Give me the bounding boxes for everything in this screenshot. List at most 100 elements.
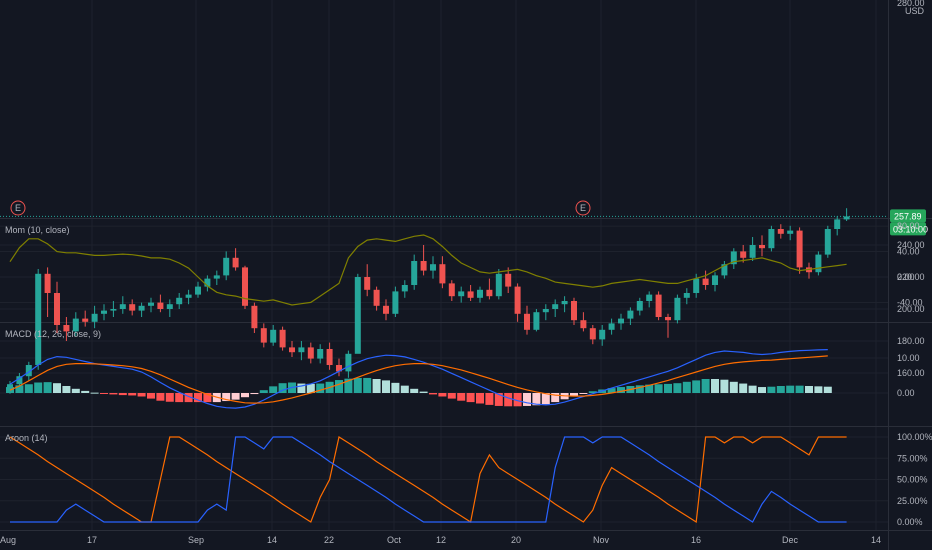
candle-body[interactable] [35, 273, 42, 365]
candle-body[interactable] [195, 286, 201, 295]
candle-body[interactable] [589, 328, 596, 340]
candle-body[interactable] [298, 347, 305, 353]
candle-body[interactable] [627, 310, 634, 319]
candle-body[interactable] [63, 325, 70, 332]
candle-body[interactable] [843, 216, 850, 220]
candle-body[interactable] [204, 278, 211, 287]
candle-body[interactable] [411, 261, 418, 285]
time-axis-label: Aug [0, 535, 16, 545]
candle-body[interactable] [599, 329, 606, 340]
candle-body[interactable] [796, 230, 803, 268]
candle-body[interactable] [636, 301, 643, 311]
candle-body[interactable] [82, 318, 89, 322]
candle-body[interactable] [110, 309, 117, 311]
candle-body[interactable] [392, 291, 399, 314]
candle-body[interactable] [683, 293, 690, 298]
candle-body[interactable] [439, 264, 446, 284]
candle-body[interactable] [148, 302, 154, 306]
candle-body[interactable] [232, 257, 239, 268]
candle-body[interactable] [815, 254, 822, 273]
candle-body[interactable] [223, 257, 230, 276]
candle-body[interactable] [138, 305, 145, 311]
candle-body[interactable] [655, 294, 662, 317]
candle-body[interactable] [702, 278, 709, 285]
candle-body[interactable] [561, 301, 568, 305]
candle-body[interactable] [740, 251, 747, 258]
candle-body[interactable] [345, 353, 352, 372]
candle-body[interactable] [72, 318, 79, 332]
candle-body[interactable] [542, 309, 549, 313]
candle-body[interactable] [242, 267, 248, 306]
candle-body[interactable] [383, 305, 389, 314]
candle-body[interactable] [834, 219, 841, 229]
earnings-marker[interactable] [10, 200, 26, 216]
candle-body[interactable] [336, 365, 342, 372]
candle-body[interactable] [354, 277, 361, 354]
candle-body[interactable] [777, 229, 784, 234]
candle-body[interactable] [824, 229, 831, 255]
candle-body[interactable] [44, 273, 51, 293]
candle-body[interactable] [260, 328, 267, 343]
macd-histogram-bar [62, 386, 71, 393]
candle-body[interactable] [618, 318, 624, 324]
candle-body[interactable] [495, 273, 502, 297]
candle-body[interactable] [270, 329, 277, 343]
candle-body[interactable] [185, 294, 192, 298]
candle-body[interactable] [524, 313, 530, 330]
candle-body[interactable] [759, 245, 765, 249]
candle-body[interactable] [326, 349, 333, 365]
candle-body[interactable] [251, 305, 258, 329]
candle-body[interactable] [129, 304, 136, 311]
candle-body[interactable] [505, 273, 512, 287]
candle-body[interactable] [533, 312, 540, 330]
candle-body[interactable] [571, 301, 577, 321]
macd-histogram-bar [664, 383, 672, 393]
candle-body[interactable] [101, 310, 107, 314]
candle-body[interactable] [749, 245, 756, 258]
candle-body[interactable] [514, 286, 521, 314]
candle-body[interactable] [674, 297, 681, 321]
candle-body[interactable] [25, 365, 32, 377]
candle-body[interactable] [7, 384, 13, 389]
candle-body[interactable] [166, 304, 173, 309]
candle-body[interactable] [373, 289, 380, 306]
macd-histogram-bar [729, 381, 738, 393]
candle-body[interactable] [552, 304, 559, 309]
candle-body[interactable] [665, 317, 671, 321]
candle-body[interactable] [712, 275, 718, 285]
candle-body[interactable] [730, 251, 737, 265]
candle-body[interactable] [401, 285, 408, 292]
candle-body[interactable] [458, 291, 465, 297]
candle-body[interactable] [430, 264, 436, 271]
earnings-marker[interactable] [575, 200, 591, 216]
candle-body[interactable] [54, 293, 60, 325]
candle-body[interactable] [467, 291, 474, 298]
candle-body[interactable] [119, 304, 126, 309]
candle-body[interactable] [420, 261, 427, 271]
aroon-indicator-label[interactable]: Aroon (14) [5, 433, 48, 443]
candle-body[interactable] [16, 376, 23, 385]
candle-body[interactable] [157, 302, 164, 309]
candle-body[interactable] [289, 347, 295, 353]
candle-body[interactable] [307, 347, 314, 359]
candle-body[interactable] [317, 349, 324, 359]
candle-body[interactable] [580, 320, 587, 329]
candle-body[interactable] [213, 275, 220, 279]
candle-body[interactable] [448, 283, 455, 297]
candle-body[interactable] [279, 329, 286, 348]
candle-body[interactable] [364, 277, 371, 290]
candle-body[interactable] [176, 297, 183, 305]
candle-body[interactable] [721, 264, 728, 276]
macd-indicator-label[interactable]: MACD (12, 26, close, 9) [5, 329, 102, 339]
momentum-indicator-label[interactable]: Mom (10, close) [5, 225, 70, 235]
candle-body[interactable] [787, 230, 794, 234]
candle-body[interactable] [646, 294, 653, 301]
candle-body[interactable] [91, 313, 98, 322]
candle-body[interactable] [693, 278, 700, 293]
candle-body[interactable] [768, 229, 775, 249]
candle-body[interactable] [608, 323, 615, 330]
candle-body[interactable] [486, 289, 493, 297]
candle-body[interactable] [477, 289, 483, 298]
macd-histogram-bar [306, 383, 315, 393]
